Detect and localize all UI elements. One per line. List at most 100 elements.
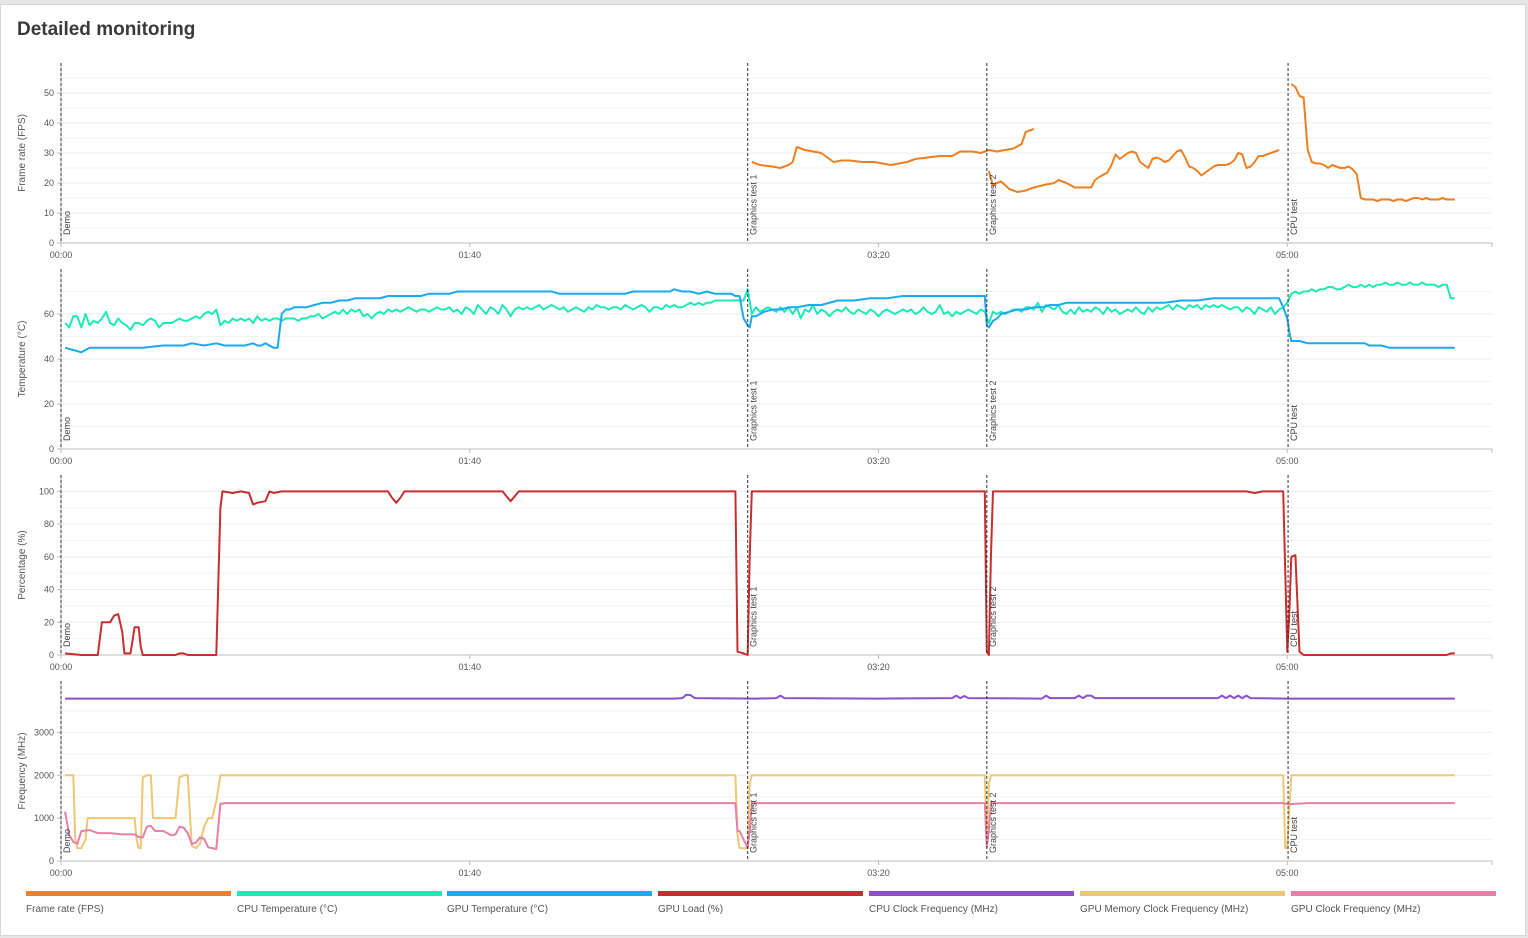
y-axis-ticks: 0 20 40 60 80 100	[39, 486, 54, 660]
legend-item[interactable]: GPU Clock Frequency (MHz)	[1291, 891, 1496, 921]
page-title: Detailed monitoring	[17, 19, 196, 40]
test-marker-label: Graphics test 2	[988, 174, 998, 235]
x-tick-label: 03:20	[867, 662, 890, 672]
legend-swatch	[658, 891, 863, 896]
chart-1: 0 10 20 30 40 50 00:00 01:40 03:20 05:00 Frame rat…	[17, 63, 1493, 260]
x-tick-label: 03:20	[867, 868, 890, 878]
legend-label: CPU Temperature (°C)	[237, 904, 338, 915]
test-marker-label: CPU test	[1289, 404, 1299, 441]
series-line	[65, 774, 1455, 850]
test-marker-label: Graphics test 2	[988, 380, 998, 441]
test-marker-label: Demo	[62, 417, 72, 441]
x-tick-label: 00:00	[50, 662, 73, 672]
series-line	[64, 281, 1455, 331]
x-axis-ticks: 00:00 01:40 03:20 05:00	[50, 250, 1299, 260]
y-tick-label: 0	[49, 238, 54, 248]
y-tick-label: 0	[49, 650, 54, 660]
test-marker-label: Graphics test 1	[749, 586, 759, 647]
y-tick-label: 100	[39, 486, 54, 496]
legend-item[interactable]: GPU Load (%)	[658, 891, 863, 921]
y-tick-label: 40	[44, 585, 54, 595]
test-marker-label: Demo	[62, 829, 72, 853]
y-axis-ticks: 0 1000 2000 3000	[34, 727, 54, 866]
y-tick-label: 40	[44, 354, 54, 364]
y-tick-label: 20	[44, 617, 54, 627]
test-marker-label: Graphics test 1	[749, 174, 759, 235]
test-marker-label: Graphics test 2	[988, 586, 998, 647]
legend-swatch	[869, 891, 1074, 896]
test-marker-label: Graphics test 1	[749, 792, 759, 853]
y-tick-label: 10	[44, 208, 54, 218]
legend-item[interactable]: GPU Temperature (°C)	[447, 891, 652, 921]
legend-swatch	[237, 891, 442, 896]
test-marker-label: Graphics test 2	[988, 792, 998, 853]
chart-2: 0 20 40 60 00:00 01:40 03:20 05:00 Temperature (…	[17, 269, 1493, 466]
x-tick-label: 01:40	[458, 662, 481, 672]
legend-label: GPU Temperature (°C)	[447, 904, 549, 915]
y-tick-label: 20	[44, 178, 54, 188]
y-axis-label: Frame rate (FPS)	[17, 114, 28, 192]
test-marker-label: CPU test	[1289, 610, 1299, 647]
legend-label: CPU Clock Frequency (MHz)	[869, 904, 998, 915]
x-tick-label: 05:00	[1276, 868, 1299, 878]
y-tick-label: 0	[49, 856, 54, 866]
test-marker-label: Demo	[62, 211, 72, 235]
test-marker-label: CPU test	[1289, 816, 1299, 853]
legend-swatch	[26, 891, 231, 896]
x-tick-label: 01:40	[458, 868, 481, 878]
x-tick-label: 03:20	[867, 456, 890, 466]
series-line	[751, 128, 1035, 169]
y-axis-ticks: 0 20 40 60	[44, 309, 54, 454]
y-tick-label: 1000	[34, 813, 54, 823]
x-tick-label: 00:00	[50, 250, 73, 260]
y-axis-label: Temperature (°C)	[17, 321, 28, 398]
y-axis-label: Frequency (MHz)	[17, 732, 28, 809]
x-tick-label: 03:20	[867, 250, 890, 260]
detailed-monitoring-card: Detailed monitoring	[0, 4, 1526, 936]
test-marker-label: CPU test	[1289, 198, 1299, 235]
y-axis-ticks: 0 10 20 30 40 50	[44, 88, 54, 248]
legend-item[interactable]: GPU Memory Clock Frequency (MHz)	[1080, 891, 1285, 921]
legend-item[interactable]: CPU Clock Frequency (MHz)	[869, 891, 1074, 921]
legend-swatch	[1291, 891, 1496, 896]
series-line	[1290, 83, 1455, 202]
x-axis-ticks: 00:00 01:40 03:20 05:00	[50, 456, 1299, 466]
test-marker-label: Demo	[62, 623, 72, 647]
x-tick-label: 00:00	[50, 456, 73, 466]
test-marker-label: Graphics test 1	[749, 380, 759, 441]
y-axis-label: Percentage (%)	[17, 530, 28, 599]
series-line	[64, 802, 1455, 850]
x-tick-label: 05:00	[1276, 250, 1299, 260]
y-tick-label: 60	[44, 552, 54, 562]
series-line	[987, 149, 1280, 193]
y-tick-label: 0	[49, 444, 54, 454]
legend-swatch	[447, 891, 652, 896]
legend-swatch	[1080, 891, 1285, 896]
y-tick-label: 3000	[34, 727, 54, 737]
x-tick-label: 05:00	[1276, 662, 1299, 672]
x-axis-ticks: 00:00 01:40 03:20 05:00	[50, 868, 1299, 878]
x-tick-label: 05:00	[1276, 456, 1299, 466]
legend-label: GPU Load (%)	[658, 904, 724, 915]
legend-item[interactable]: Frame rate (FPS)	[26, 891, 231, 921]
x-tick-label: 00:00	[50, 868, 73, 878]
legend-label: Frame rate (FPS)	[26, 904, 104, 915]
y-tick-label: 40	[44, 118, 54, 128]
x-tick-label: 01:40	[458, 250, 481, 260]
y-tick-label: 80	[44, 519, 54, 529]
y-tick-label: 60	[44, 309, 54, 319]
y-tick-label: 20	[44, 399, 54, 409]
series-line	[64, 288, 1455, 354]
series-line	[65, 693, 1455, 700]
series-line	[65, 490, 1455, 656]
x-axis-ticks: 00:00 01:40 03:20 05:00	[50, 662, 1299, 672]
x-tick-label: 01:40	[458, 456, 481, 466]
legend-label: GPU Clock Frequency (MHz)	[1291, 904, 1421, 915]
legend-label: GPU Memory Clock Frequency (MHz)	[1080, 904, 1249, 915]
chart-3: 0 20 40 60 80 100 00:00 01:40 03:20 05:00 Percenta…	[17, 475, 1493, 672]
legend-item[interactable]: CPU Temperature (°C)	[237, 891, 442, 921]
y-tick-label: 50	[44, 88, 54, 98]
y-tick-label: 2000	[34, 770, 54, 780]
chart-4: 0 1000 2000 3000 00:00 01:40 03:20 05:00 Frequen…	[17, 681, 1493, 878]
